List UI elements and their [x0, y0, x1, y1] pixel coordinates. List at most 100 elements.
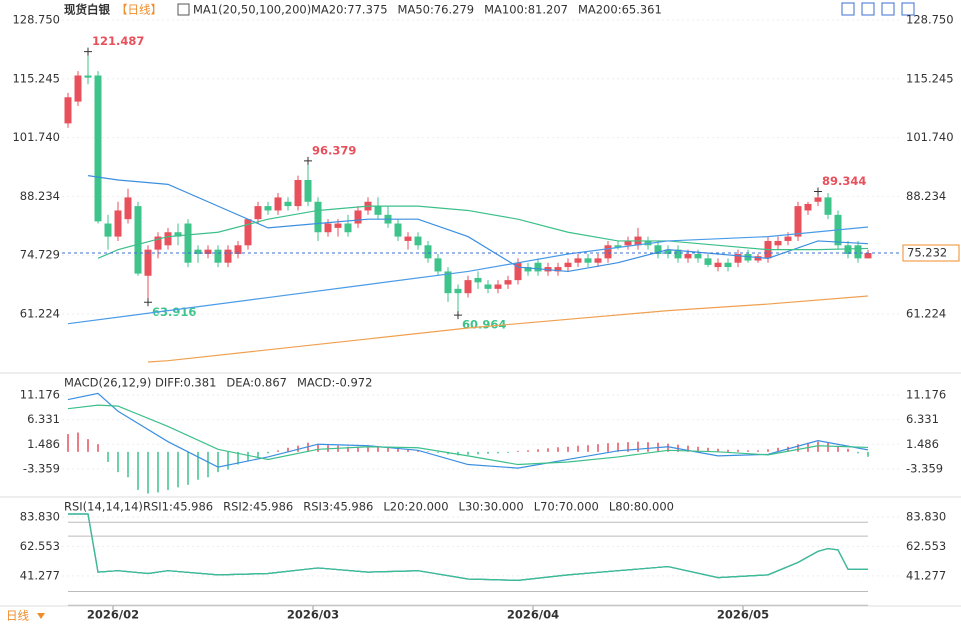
- candle-body: [264, 206, 272, 211]
- candle-body: [864, 252, 872, 259]
- candle-body: [234, 245, 242, 255]
- legend-entry: L20:20.000: [383, 500, 448, 514]
- candle-body: [784, 236, 792, 241]
- x-tick-label: 2026/02: [87, 608, 139, 622]
- candle-body: [64, 97, 72, 124]
- candle-body: [74, 75, 82, 102]
- candle-body: [724, 262, 732, 268]
- candle-body: [434, 258, 442, 272]
- candle-body: [554, 267, 562, 272]
- candle-body: [674, 249, 682, 259]
- high-label: 96.379: [312, 143, 356, 157]
- y-tick-label: 61.224: [20, 306, 60, 320]
- dropdown-arrow[interactable]: [37, 613, 45, 619]
- candle-body: [114, 210, 122, 237]
- tool-button[interactable]: [861, 2, 875, 16]
- candle-body: [224, 249, 232, 263]
- interval-button[interactable]: 日线: [6, 609, 29, 623]
- line: [147, 295, 869, 363]
- candle-body: [774, 240, 782, 246]
- line: [97, 205, 869, 259]
- legend-entry: MA200:65.361: [578, 3, 662, 17]
- candle-body: [604, 245, 612, 259]
- y-tick-label: 6.331: [906, 412, 939, 426]
- y-tick-label: 101.740: [906, 130, 954, 144]
- title: 现货白银: [64, 3, 110, 17]
- legend-entry: MA50:76.279: [398, 3, 475, 17]
- tool-button[interactable]: [881, 2, 895, 16]
- candle-body: [354, 210, 362, 224]
- legend-entry: RSI1:45.986: [143, 500, 213, 514]
- candle-body: [164, 232, 172, 246]
- candle-body: [704, 258, 712, 265]
- legend-entry: MA20:77.375: [311, 3, 388, 17]
- y-tick-label: 11.176: [906, 388, 946, 402]
- tool-button[interactable]: [841, 2, 855, 16]
- high-label: 89.344: [822, 174, 866, 188]
- candle-body: [854, 245, 862, 259]
- line: [67, 392, 869, 469]
- extreme-marker: [454, 311, 462, 320]
- legend-entry: MA100:81.207: [484, 3, 568, 17]
- legend-entry: L30:30.000: [459, 500, 524, 514]
- rsi-title: RSI(14,14,14): [64, 500, 143, 514]
- candle-body: [564, 262, 572, 268]
- candle-body: [454, 288, 462, 294]
- candle-body: [624, 240, 632, 246]
- candle-body: [104, 223, 112, 237]
- indicator-icon[interactable]: [177, 3, 190, 16]
- candle-body: [504, 280, 512, 285]
- candle-body: [484, 284, 492, 289]
- y-tick-label: 1.486: [906, 437, 939, 451]
- y-tick-label: 41.277: [20, 568, 60, 582]
- candle-body: [424, 245, 432, 259]
- candle-body: [144, 249, 152, 276]
- y-tick-label: 62.553: [20, 539, 60, 553]
- line: [67, 226, 869, 325]
- candle-body: [664, 249, 672, 255]
- extreme-marker: [144, 298, 152, 307]
- candle-body: [94, 75, 102, 222]
- candle-body: [514, 262, 522, 281]
- candle-body: [174, 232, 182, 237]
- candle-body: [134, 206, 142, 274]
- candle-body: [574, 258, 582, 263]
- y-tick-label: 62.553: [906, 539, 946, 553]
- candle-body: [474, 277, 482, 283]
- y-tick-label: 61.224: [906, 306, 946, 320]
- candle-body: [594, 258, 602, 263]
- y-tick-label: 83.830: [906, 509, 946, 523]
- y-tick-label: 41.277: [906, 568, 946, 582]
- candle-body: [814, 197, 822, 202]
- candle-body: [404, 236, 412, 241]
- tool-button[interactable]: [901, 2, 915, 16]
- candle-body: [534, 262, 542, 272]
- y-tick-label: -3.359: [906, 461, 943, 475]
- candle-body: [184, 223, 192, 263]
- legend-entry: RSI2:45.986: [223, 500, 293, 514]
- extreme-marker: [304, 156, 312, 165]
- candle-body: [684, 254, 692, 259]
- candle-body: [284, 201, 292, 207]
- candle-body: [344, 223, 352, 233]
- y-tick-label: 1.486: [27, 437, 60, 451]
- candle-body: [314, 201, 322, 233]
- legend-entry: L70:70.000: [534, 500, 599, 514]
- indicator: MA1(20,50,100,200): [193, 3, 311, 17]
- y-tick-label: 88.234: [20, 189, 60, 203]
- extreme-marker: [814, 187, 822, 196]
- candle-body: [274, 197, 282, 211]
- candle-body: [414, 236, 422, 246]
- candle-body: [84, 75, 92, 78]
- y-tick-label: 128.750: [12, 12, 60, 26]
- candle-body: [444, 271, 452, 294]
- candle-body: [304, 179, 312, 202]
- x-tick-label: 2026/05: [717, 608, 769, 622]
- y-tick-label: 128.750: [906, 12, 954, 26]
- candle-body: [294, 179, 302, 207]
- x-tick-label: 2026/04: [507, 608, 559, 622]
- y-tick-label: 88.234: [906, 189, 946, 203]
- candle-body: [824, 197, 832, 215]
- y-tick-label: 6.331: [27, 412, 60, 426]
